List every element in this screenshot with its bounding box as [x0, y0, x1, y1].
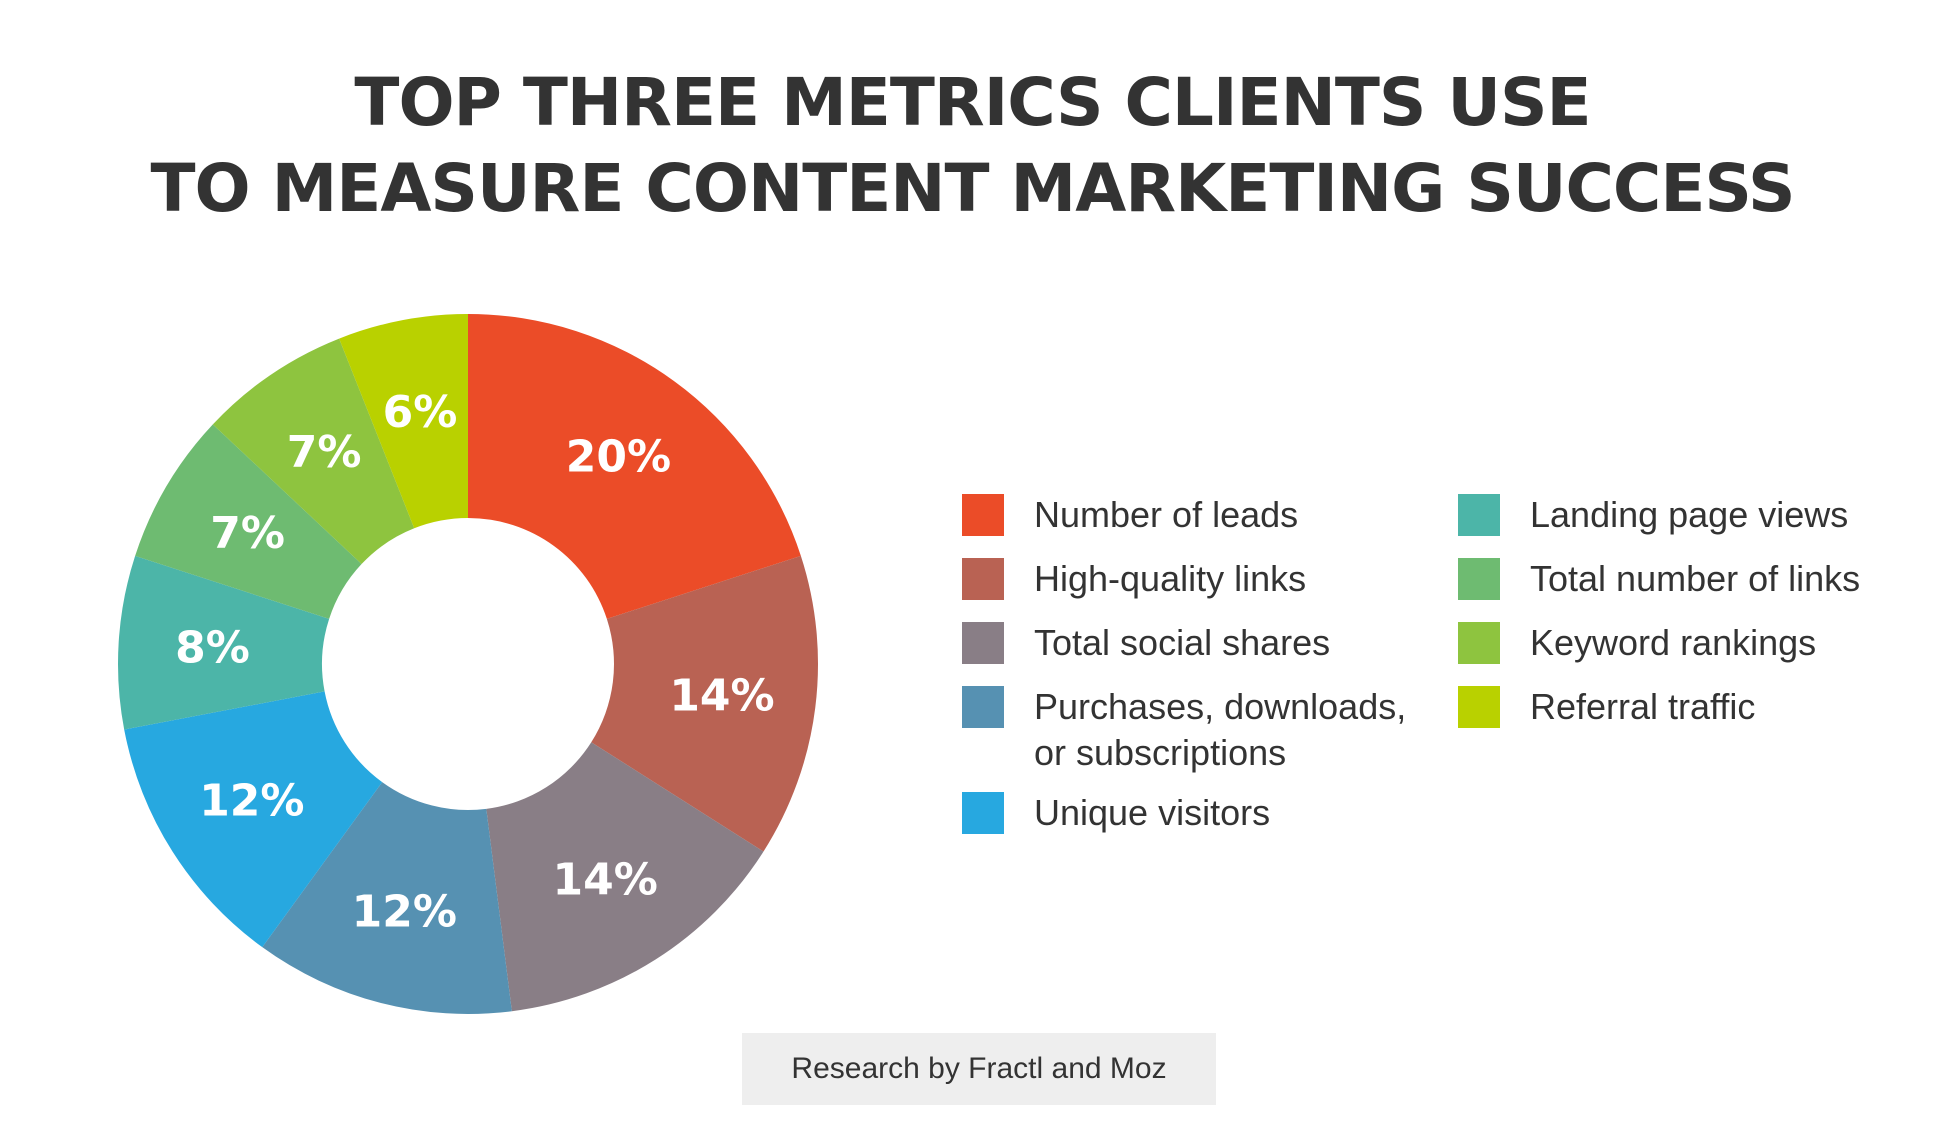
legend-item-keyword-rankings: Keyword rankings	[1458, 620, 1816, 666]
legend-swatch	[962, 792, 1004, 834]
legend-label: Unique visitors	[1034, 792, 1271, 833]
legend-swatch	[1458, 622, 1500, 664]
donut-slice	[339, 314, 468, 529]
slice-label: 7%	[287, 427, 362, 478]
slice-label: 8%	[175, 622, 250, 673]
legend-swatch	[1458, 494, 1500, 536]
legend-item-number-of-leads: Number of leads	[962, 492, 1298, 538]
legend-swatch	[1458, 558, 1500, 600]
slice-label: 6%	[383, 387, 458, 438]
legend-item-total-number-of-links: Total number of links	[1458, 556, 1860, 602]
slice-label: 12%	[352, 886, 457, 937]
donut-slice	[262, 782, 512, 1014]
legend-label: Total number of links	[1530, 558, 1861, 599]
donut-slice	[117, 555, 330, 730]
legend-swatch	[962, 686, 1004, 728]
legend-label: Referral traffic	[1530, 686, 1756, 727]
legend-label: High-quality links	[1034, 558, 1307, 599]
legend-swatch	[1458, 686, 1500, 728]
slice-label: 14%	[669, 671, 774, 722]
legend-label: Landing page views	[1530, 494, 1849, 535]
slice-label: 7%	[210, 508, 285, 559]
credit-box: Research by Fractl and Moz	[742, 1033, 1216, 1105]
legend-item-total-social-shares: Total social shares	[962, 620, 1330, 666]
donut-slice	[468, 314, 801, 619]
legend-item-landing-page-views: Landing page views	[1458, 492, 1848, 538]
chart-title: TOP THREE METRICS CLIENTS USE TO MEASURE…	[0, 60, 1945, 232]
legend-label: Keyword rankings	[1530, 622, 1817, 663]
legend-label: Total social shares	[1034, 622, 1331, 663]
slice-label: 20%	[566, 431, 671, 482]
legend-item-purchases-downloads-subscriptions: Purchases, downloads, or subscriptions	[962, 684, 1406, 776]
legend-swatch	[962, 494, 1004, 536]
legend-swatch	[962, 558, 1004, 600]
slice-label: 14%	[553, 855, 658, 906]
donut-slice	[591, 555, 818, 852]
legend-swatch	[962, 622, 1004, 664]
donut-slice	[212, 338, 415, 565]
donut-slice	[135, 424, 362, 619]
legend-label: Purchases, downloads, or subscriptions	[1034, 686, 1407, 773]
donut-slice	[124, 691, 383, 948]
chart-title-line-1: TOP THREE METRICS CLIENTS USE	[354, 64, 1591, 141]
slice-label: 12%	[199, 776, 304, 827]
chart-title-line-2: TO MEASURE CONTENT MARKETING SUCCESS	[150, 150, 1795, 227]
credit-text: Research by Fractl and Moz	[791, 1052, 1167, 1085]
legend-label: Number of leads	[1034, 494, 1299, 535]
legend-item-unique-visitors: Unique visitors	[962, 790, 1270, 836]
legend-item-referral-traffic: Referral traffic	[1458, 684, 1755, 730]
donut-slice	[486, 742, 764, 1012]
legend-item-high-quality-links: High-quality links	[962, 556, 1306, 602]
